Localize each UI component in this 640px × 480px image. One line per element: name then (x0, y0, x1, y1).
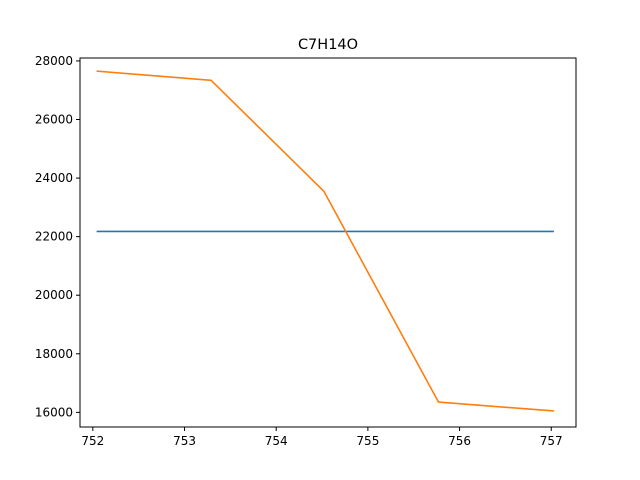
y-tick-label: 28000 (35, 54, 73, 68)
chart-title: C7H14O (298, 37, 358, 53)
x-tick-label: 756 (448, 434, 471, 448)
y-tick-label: 24000 (35, 171, 73, 185)
y-tick-label: 20000 (35, 288, 73, 302)
y-tick-label: 26000 (35, 113, 73, 127)
axes-frame (79, 57, 577, 428)
plot-area: 752 753 754 755 756 757 16000 18000 20000 22000 24… (35, 54, 577, 448)
x-tick-label: 757 (540, 434, 563, 448)
y-tick-label: 16000 (35, 405, 73, 419)
x-tick-label: 752 (81, 434, 104, 448)
y-tick-label: 18000 (35, 347, 73, 361)
series-line-2 (96, 70, 554, 412)
y-tick-label: 22000 (35, 230, 73, 244)
x-tick-label: 754 (265, 434, 288, 448)
x-tick-label: 755 (356, 434, 379, 448)
x-tick-label: 753 (173, 434, 196, 448)
